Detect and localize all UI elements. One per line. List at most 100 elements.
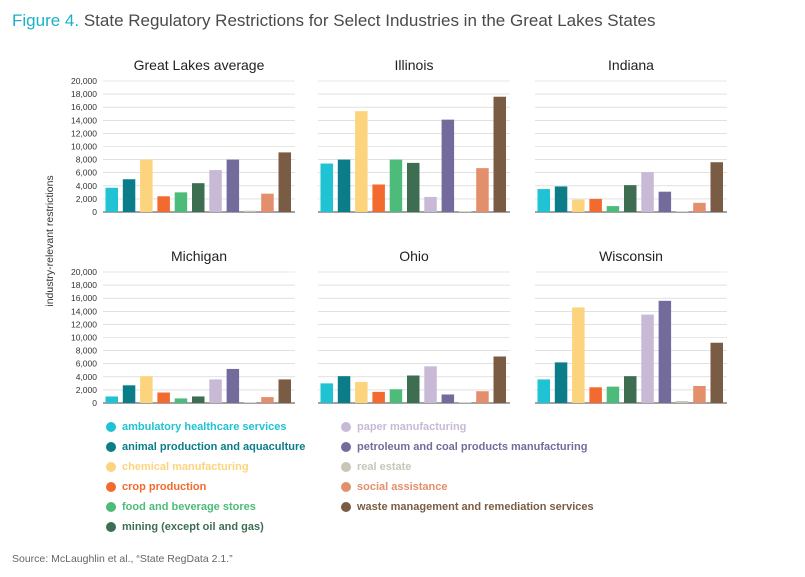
bar-waste-management-and-remediation-services: [493, 356, 506, 403]
bar-food-and-beverage-stores: [389, 159, 403, 212]
y-tick-label: 12,000: [71, 319, 97, 329]
panel-title: Illinois: [395, 57, 434, 73]
bar-mining-except-oil-and-gas: [624, 376, 637, 403]
panel-title: Wisconsin: [599, 248, 663, 264]
bar-paper-manufacturing: [209, 379, 222, 403]
y-tick-label: 10,000: [71, 333, 97, 343]
panel-title: Indiana: [608, 57, 654, 73]
bar-social-assistance: [261, 397, 274, 403]
y-tick-label: 4,000: [76, 372, 98, 382]
panel-great-lakes-average: Great Lakes average 0 2,000 4,000 6,000 8,000…: [71, 57, 295, 217]
bar-social-assistance: [476, 168, 489, 212]
bar-waste-management-and-remediation-services: [278, 379, 291, 403]
bar-real-estate: [458, 402, 472, 403]
y-axis-title: industry-relevant restrictions: [44, 175, 56, 306]
figure-title: Figure 4. State Regulatory Restrictions …: [12, 11, 656, 31]
bar-waste-management-and-remediation-services: [710, 342, 723, 403]
bar-petroleum-and-coal-products-manufacturing: [658, 191, 672, 212]
bar-chemical-manufacturing: [140, 159, 153, 212]
y-tick-label: 16,000: [71, 293, 97, 303]
bar-social-assistance: [261, 193, 274, 212]
bar-crop-production: [157, 196, 170, 212]
bar-real-estate: [243, 402, 257, 403]
y-tick-label: 8,000: [76, 346, 98, 356]
bar-animal-production-and-aquaculture: [554, 186, 568, 212]
bar-petroleum-and-coal-products-manufacturing: [441, 394, 455, 403]
y-tick-label: 2,000: [76, 194, 98, 204]
bar-chemical-manufacturing: [572, 199, 585, 212]
bar-crop-production: [372, 184, 385, 212]
y-tick-label: 0: [92, 398, 97, 408]
panel-michigan: Michigan 0 2,000 4,000 6,000 8,000 10,000 12,00…: [71, 248, 295, 408]
source-note: Source: McLaughlin et al., “State RegDat…: [12, 553, 233, 565]
bar-paper-manufacturing: [641, 172, 654, 212]
bar-petroleum-and-coal-products-manufacturing: [226, 368, 240, 403]
bar-real-estate: [675, 211, 689, 212]
bar-paper-manufacturing: [424, 196, 437, 212]
bar-food-and-beverage-stores: [174, 192, 188, 212]
bar-mining-except-oil-and-gas: [407, 375, 420, 403]
y-tick-label: 16,000: [71, 102, 97, 112]
bar-food-and-beverage-stores: [606, 386, 620, 403]
bar-food-and-beverage-stores: [389, 389, 403, 403]
bar-waste-management-and-remediation-services: [493, 96, 506, 212]
y-tick-label: 12,000: [71, 128, 97, 138]
bar-animal-production-and-aquaculture: [122, 179, 136, 212]
bar-crop-production: [589, 387, 602, 403]
bar-ambulatory-healthcare-services: [537, 379, 550, 403]
bar-chemical-manufacturing: [355, 111, 368, 212]
figure-title-text: State Regulatory Restrictions for Select…: [83, 11, 656, 30]
y-tick-label: 18,000: [71, 280, 97, 290]
y-tick-label: 18,000: [71, 89, 97, 99]
figure-label: Figure 4.: [12, 11, 80, 30]
y-tick-label: 14,000: [71, 306, 97, 316]
bar-real-estate: [675, 401, 689, 403]
bar-mining-except-oil-and-gas: [192, 183, 205, 212]
bar-food-and-beverage-stores: [606, 206, 620, 212]
y-tick-label: 4,000: [76, 181, 98, 191]
bar-animal-production-and-aquaculture: [122, 385, 136, 403]
bar-animal-production-and-aquaculture: [337, 376, 351, 403]
y-tick-label: 2,000: [76, 385, 98, 395]
bar-paper-manufacturing: [424, 366, 437, 403]
bar-animal-production-and-aquaculture: [554, 362, 568, 403]
y-tick-label: 10,000: [71, 142, 97, 152]
bar-paper-manufacturing: [641, 314, 654, 403]
bar-ambulatory-healthcare-services: [320, 383, 333, 403]
bar-social-assistance: [476, 391, 489, 403]
bar-chemical-manufacturing: [355, 382, 368, 403]
y-tick-label: 0: [92, 207, 97, 217]
panel-ohio: Ohio: [318, 248, 510, 404]
bar-animal-production-and-aquaculture: [337, 159, 351, 212]
bar-food-and-beverage-stores: [174, 398, 188, 403]
y-tick-label: 8,000: [76, 155, 98, 165]
panel-title: Great Lakes average: [134, 57, 265, 73]
bar-petroleum-and-coal-products-manufacturing: [226, 159, 240, 212]
bar-ambulatory-healthcare-services: [537, 189, 550, 212]
bar-paper-manufacturing: [209, 170, 222, 212]
bar-petroleum-and-coal-products-manufacturing: [658, 300, 672, 403]
panel-wisconsin: Wisconsin: [535, 248, 727, 404]
y-tick-label: 20,000: [71, 76, 97, 86]
bar-mining-except-oil-and-gas: [192, 396, 205, 403]
panel-title: Ohio: [399, 248, 429, 264]
bar-ambulatory-healthcare-services: [105, 396, 118, 403]
bar-social-assistance: [693, 385, 706, 403]
bar-chemical-manufacturing: [572, 307, 585, 403]
y-tick-label: 14,000: [71, 115, 97, 125]
bar-waste-management-and-remediation-services: [710, 162, 723, 212]
bar-mining-except-oil-and-gas: [624, 185, 637, 212]
panel-illinois: Illinois: [318, 57, 510, 213]
bar-chemical-manufacturing: [140, 376, 153, 403]
bar-real-estate: [243, 210, 257, 212]
bar-crop-production: [157, 392, 170, 403]
bar-ambulatory-healthcare-services: [320, 163, 333, 212]
bar-social-assistance: [693, 202, 706, 212]
bar-crop-production: [372, 391, 385, 403]
panel-title: Michigan: [171, 248, 227, 264]
y-tick-label: 6,000: [76, 359, 98, 369]
panel-indiana: Indiana: [535, 57, 727, 213]
y-tick-label: 6,000: [76, 168, 98, 178]
bar-mining-except-oil-and-gas: [407, 162, 420, 212]
bar-waste-management-and-remediation-services: [278, 152, 291, 212]
